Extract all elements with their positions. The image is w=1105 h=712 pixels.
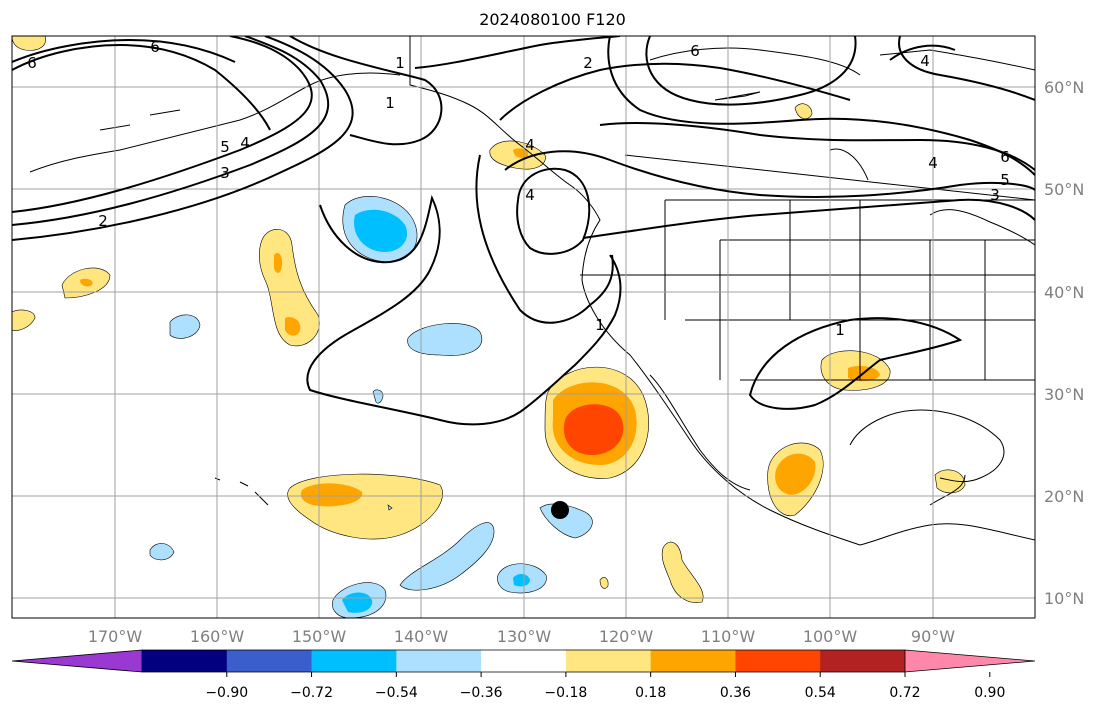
colorbar-tick-label: 0.90	[974, 685, 1005, 701]
contour-label: 5	[220, 138, 230, 156]
colorbar-tick-label: −0.36	[460, 685, 503, 701]
map-frame	[11, 35, 1036, 619]
longitude-label: 170°W	[88, 627, 143, 646]
coastlines	[29, 36, 1035, 546]
longitude-label: 100°W	[803, 627, 858, 646]
contour-label: 6	[1000, 148, 1010, 166]
contour-label: 3	[220, 164, 230, 182]
latitude-label: 10°N	[1044, 589, 1084, 608]
contour-label: 6	[27, 54, 37, 72]
colorbar-extend-high	[904, 649, 1036, 673]
longitude-label: 150°W	[292, 627, 347, 646]
contour-label: 4	[240, 134, 250, 152]
contour-label: 1	[835, 321, 845, 339]
contour-label: 3	[990, 186, 1000, 204]
colorbar-segment	[396, 650, 482, 672]
contour-label: 2	[98, 212, 108, 230]
contour-label: 1	[595, 316, 605, 334]
longitude-label: 130°W	[497, 627, 552, 646]
longitude-label: 160°W	[190, 627, 245, 646]
contour-label: 1	[395, 54, 405, 72]
latitude-label: 30°N	[1044, 385, 1084, 404]
colorbar-segment	[650, 650, 736, 672]
contour-label: 2	[583, 54, 593, 72]
latitude-labels: 60°N 50°N 40°N 30°N 20°N 10°N	[1044, 78, 1084, 608]
colorbar-tick-label: 0.72	[889, 685, 920, 701]
latitude-label: 50°N	[1044, 180, 1084, 199]
latitude-label: 40°N	[1044, 283, 1084, 302]
contours	[12, 36, 1035, 426]
contour-label: 6	[690, 42, 700, 60]
contour-label: 6	[150, 38, 160, 56]
longitude-label: 120°W	[599, 627, 654, 646]
colorbar-segment	[142, 650, 228, 672]
colorbar-segment	[481, 650, 567, 672]
colorbar-segment	[735, 650, 821, 672]
colorbar-tick-label: 0.54	[805, 685, 836, 701]
colorbar-tick-label: 0.18	[635, 685, 666, 701]
longitude-label: 90°W	[911, 627, 955, 646]
map-area	[12, 36, 1035, 618]
contour-label: 4	[920, 52, 930, 70]
contour-label: 1	[385, 94, 395, 112]
longitude-labels: 170°W 160°W 150°W 140°W 130°W 120°W 110°W 100°W…	[88, 627, 955, 646]
longitude-label: 140°W	[394, 627, 449, 646]
colorbar: −0.90 −0.72 −0.54 −0.36 −0.18 0.18 0.36 0.54 0.7…	[11, 649, 1036, 701]
colorbar-tick-label: −0.54	[375, 685, 418, 701]
colorbar-tick-label: −0.18	[544, 685, 587, 701]
graticule	[12, 36, 1035, 618]
latitude-label: 20°N	[1044, 487, 1084, 506]
map-title: 2024080100 F120	[479, 10, 626, 29]
shaded-anomalies	[12, 36, 966, 618]
longitude-label: 110°W	[701, 627, 756, 646]
contour-label: 4	[525, 136, 535, 154]
latitude-label: 60°N	[1044, 78, 1084, 97]
colorbar-segment	[820, 650, 906, 672]
point-marker	[551, 501, 569, 519]
colorbar-tick-label: −0.72	[290, 685, 333, 701]
contour-label: 4	[525, 186, 535, 204]
colorbar-tick-label: 0.36	[720, 685, 751, 701]
colorbar-tick-label: −0.90	[205, 685, 248, 701]
contour-label: 4	[928, 154, 938, 172]
colorbar-segment	[565, 650, 652, 672]
colorbar-extend-low	[11, 649, 143, 673]
contour-label: 5	[1000, 171, 1010, 189]
colorbar-segment	[226, 650, 313, 672]
colorbar-segment	[311, 650, 397, 672]
